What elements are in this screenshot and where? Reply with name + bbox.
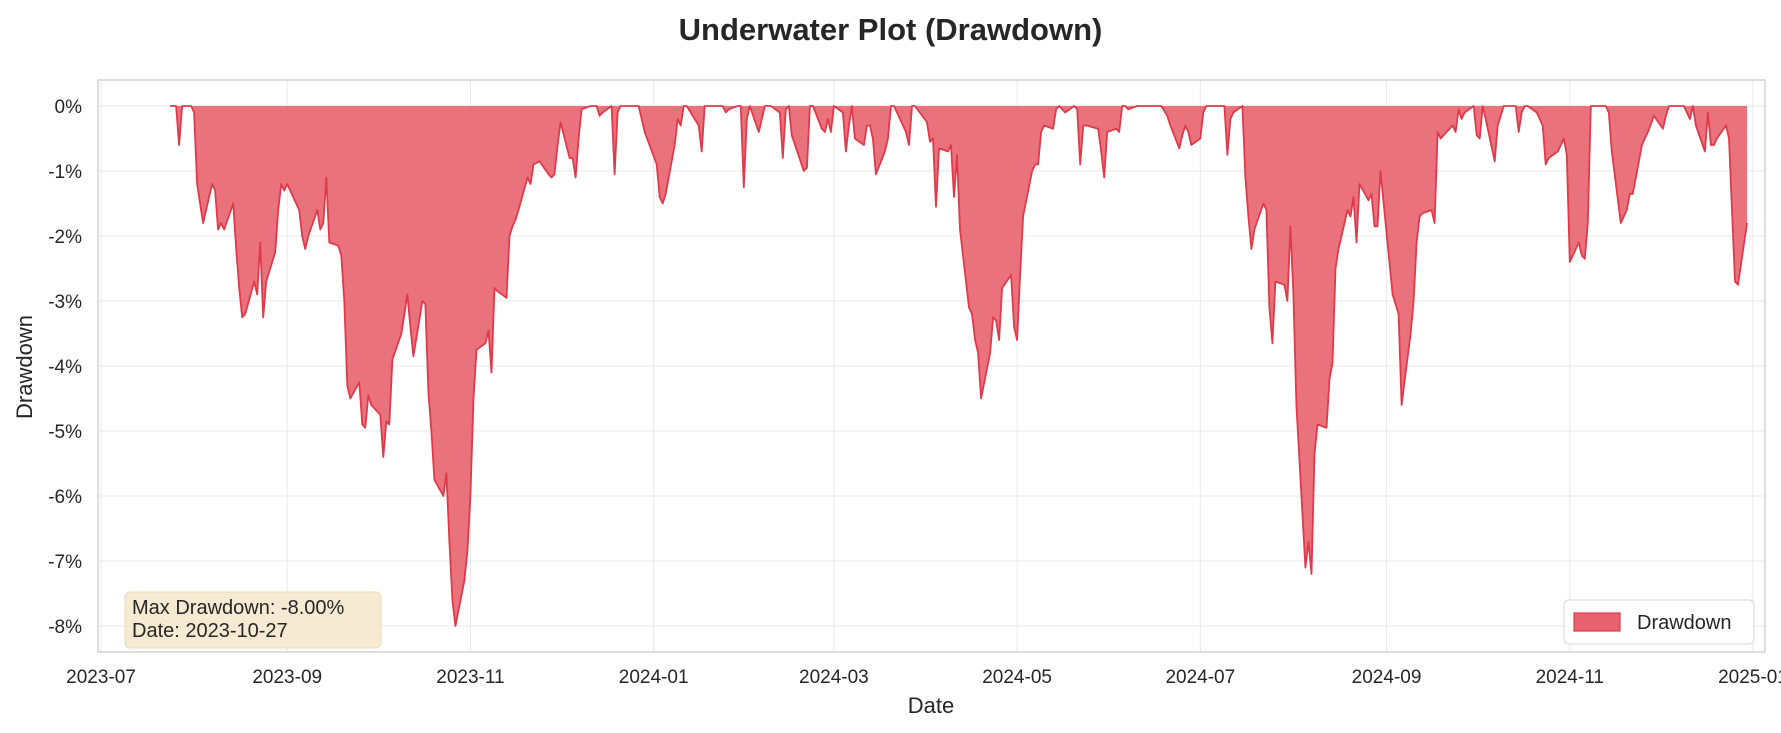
y-tick-label: -1% bbox=[48, 162, 82, 183]
x-tick-label: 2024-03 bbox=[799, 667, 869, 688]
y-axis-ticks: 0% -1% -2% -3% -4% -5% -6% -7% -8% bbox=[48, 97, 82, 638]
y-tick-label: -4% bbox=[48, 357, 82, 378]
y-tick-label: -7% bbox=[48, 552, 82, 573]
annotation-max-drawdown: Max Drawdown: -8.00% bbox=[132, 597, 345, 619]
y-tick-label: -3% bbox=[48, 292, 82, 313]
x-tick-label: 2023-09 bbox=[252, 667, 322, 688]
y-tick-label: -8% bbox=[48, 617, 82, 638]
x-tick-label: 2025-01 bbox=[1718, 667, 1781, 688]
x-axis-title: Date bbox=[908, 693, 954, 718]
x-tick-label: 2024-11 bbox=[1536, 667, 1604, 688]
x-tick-label: 2024-01 bbox=[619, 667, 689, 688]
x-tick-label: 2023-11 bbox=[436, 667, 504, 688]
annotation-box bbox=[124, 591, 382, 649]
x-tick-label: 2024-05 bbox=[982, 667, 1052, 688]
annotation-date: Date: 2023-10-27 bbox=[132, 620, 288, 642]
legend-box bbox=[1563, 599, 1755, 645]
max-drawdown-annotation: Max Drawdown: -8.00% Date: 2023-10-27 bbox=[124, 591, 382, 649]
drawdown-line bbox=[170, 105, 1748, 627]
legend-swatch bbox=[1573, 612, 1621, 632]
x-tick-label: 2023-07 bbox=[66, 667, 136, 688]
chart-title: Underwater Plot (Drawdown) bbox=[679, 12, 1103, 47]
drawdown-area-layer bbox=[170, 105, 1748, 627]
legend-label: Drawdown bbox=[1637, 612, 1731, 634]
legend: Drawdown bbox=[1563, 599, 1755, 645]
y-tick-label: -6% bbox=[48, 487, 82, 508]
y-tick-label: -5% bbox=[48, 422, 82, 443]
x-tick-label: 2024-09 bbox=[1352, 667, 1422, 688]
y-tick-label: 0% bbox=[55, 97, 83, 118]
y-tick-label: -2% bbox=[48, 227, 82, 248]
x-axis-ticks: 2023-07 2023-09 2023-11 2024-01 2024-03 2024-… bbox=[66, 667, 1781, 688]
x-tick-label: 2024-07 bbox=[1165, 667, 1235, 688]
y-axis-title: Drawdown bbox=[12, 315, 37, 419]
plot-frame bbox=[97, 79, 1766, 653]
